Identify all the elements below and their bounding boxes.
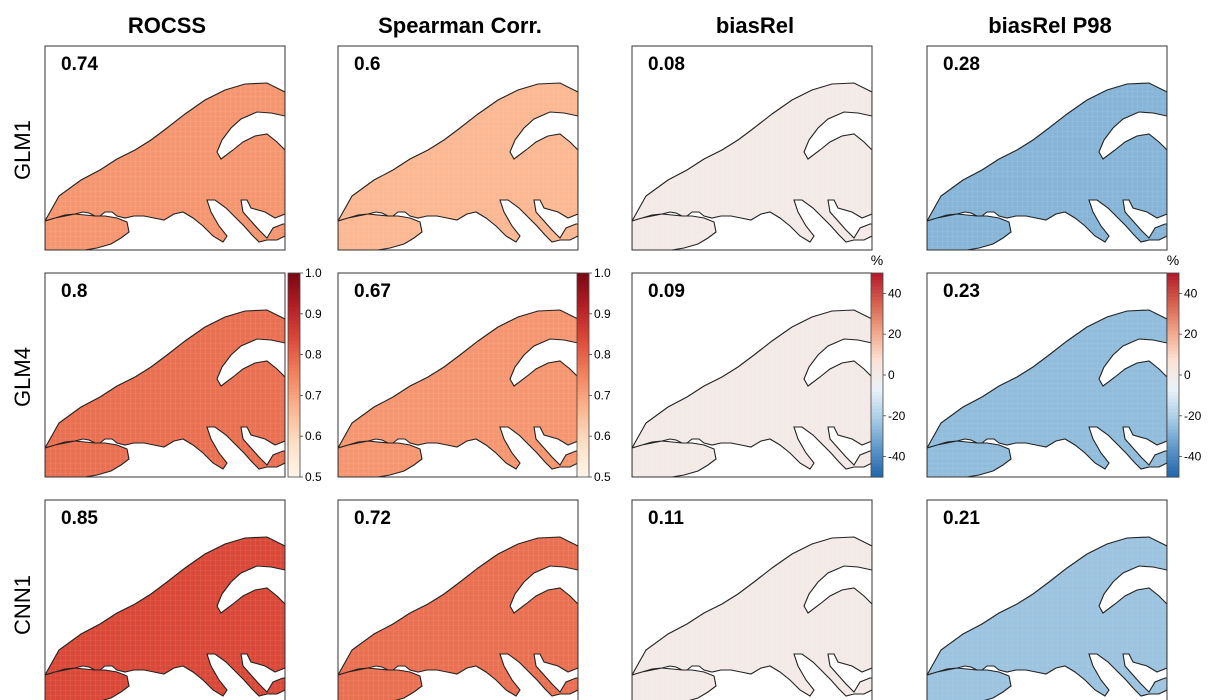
panel-score-glm1-col3: 0.08 <box>648 54 685 75</box>
coastline <box>927 82 1167 250</box>
map-panel-glm1-col1 <box>45 46 285 250</box>
map-panel-glm1-col2 <box>338 46 578 250</box>
panel-frame <box>337 499 579 700</box>
panel-frame <box>44 499 286 700</box>
map-panel-cnn1-col3 <box>632 500 872 700</box>
row-label-glm1: GLM1 <box>10 120 35 180</box>
panel-score-glm4-col1: 0.8 <box>61 281 87 302</box>
colorbar-tick-label: 0.8 <box>594 348 611 362</box>
panel-score-cnn1-col2: 0.72 <box>354 508 391 529</box>
map-panel-glm4-col3 <box>632 273 872 477</box>
colorbar-tick-label: 0.6 <box>305 429 322 443</box>
panel-score-glm1-col1: 0.74 <box>61 54 98 75</box>
column-title-biasrel: biasRel <box>716 13 794 38</box>
panel-frame <box>631 45 873 251</box>
panel-score-glm4-col2: 0.67 <box>354 281 391 302</box>
coastline <box>632 309 872 477</box>
colorbar-tick-label: -40 <box>888 450 906 464</box>
colorbar-tick-label: 1.0 <box>305 266 322 280</box>
panel-score-glm1-col4: 0.28 <box>943 54 980 75</box>
coastline <box>632 82 872 250</box>
coastline <box>632 536 872 700</box>
column-title-rocss: ROCSS <box>128 13 206 38</box>
colorbar-tick-label: 0.9 <box>594 307 611 321</box>
colorbar-unit: % <box>871 252 883 268</box>
coastline <box>927 536 1167 700</box>
colorbar-tick-label: 0.6 <box>594 429 611 443</box>
colorbar-tick-label: -40 <box>1184 450 1202 464</box>
colorbar-tick-label: 0.7 <box>594 388 611 402</box>
colorbar-tick-label: 20 <box>888 327 902 341</box>
map-panel-cnn1-col2 <box>338 500 578 700</box>
panel-frame <box>926 499 1168 700</box>
panel-score-glm1-col2: 0.6 <box>354 54 380 75</box>
panel-score-cnn1-col4: 0.21 <box>943 508 980 529</box>
colorbar-bias: 40 20 0 -20 -40% <box>870 252 906 478</box>
colorbar-unit: % <box>1167 252 1179 268</box>
colorbar-tick-label: 0.5 <box>305 470 322 484</box>
map-panel-glm1-col4 <box>927 46 1167 250</box>
panel-frame <box>926 45 1168 251</box>
panel-score-glm4-col3: 0.09 <box>648 281 685 302</box>
panel-frame <box>44 272 286 478</box>
map-panel-glm4-col4 <box>927 273 1167 477</box>
colorbar-tick-label: 0.5 <box>594 470 611 484</box>
coastline <box>45 309 285 477</box>
coastline <box>338 309 578 477</box>
map-panel-cnn1-col1 <box>45 500 285 700</box>
column-title-spearman: Spearman Corr. <box>378 13 542 38</box>
map-panel-glm4-col1 <box>45 273 285 477</box>
panel-frame <box>337 45 579 251</box>
colorbar-tick-label: -20 <box>1184 409 1202 423</box>
colorbar-tick-label: 0 <box>888 368 895 382</box>
colorbar-tick-label: 1.0 <box>594 266 611 280</box>
coastline <box>45 82 285 250</box>
panel-score-glm4-col4: 0.23 <box>943 281 980 302</box>
colorbar-skill: 1.0 0.9 0.8 0.7 0.6 0.5 <box>287 266 322 484</box>
colorbar-tick-label: 0.8 <box>305 348 322 362</box>
coastline <box>338 536 578 700</box>
colorbar-tick-label: 0.7 <box>305 388 322 402</box>
colorbar-tick-label: 40 <box>888 286 902 300</box>
row-label-cnn1: CNN1 <box>10 575 35 635</box>
coastline <box>927 309 1167 477</box>
map-panels: 0.74 0.6 0.08 0.28 0.8 0.67 0.09 0.23 0.85 0.72 0.… <box>44 45 1168 700</box>
map-panel-glm4-col2 <box>338 273 578 477</box>
row-label-glm4: GLM4 <box>10 347 35 407</box>
panel-frame <box>631 499 873 700</box>
colorbar-tick-label: 40 <box>1184 286 1198 300</box>
coastline <box>338 82 578 250</box>
colorbar-skill: 1.0 0.9 0.8 0.7 0.6 0.5 <box>576 266 611 484</box>
map-panel-glm1-col3 <box>632 46 872 250</box>
panel-score-cnn1-col3: 0.11 <box>648 508 684 529</box>
map-panel-cnn1-col4 <box>927 500 1167 700</box>
column-title-biasrel-p98: biasRel P98 <box>988 13 1112 38</box>
panel-score-cnn1-col1: 0.85 <box>61 508 98 529</box>
colorbar-tick-label: 0.9 <box>305 307 322 321</box>
colorbar-tick-label: 20 <box>1184 327 1198 341</box>
coastline <box>45 536 285 700</box>
colorbar-tick-label: 0 <box>1184 368 1191 382</box>
colorbar-tick-label: -20 <box>888 409 906 423</box>
panel-frame <box>44 45 286 251</box>
colorbars: 1.0 0.9 0.8 0.7 0.6 0.5 1.0 0.9 0.8 0.7 0.6 0.5 40 20… <box>287 252 1202 484</box>
colorbar-bias: 40 20 0 -20 -40% <box>1166 252 1202 478</box>
